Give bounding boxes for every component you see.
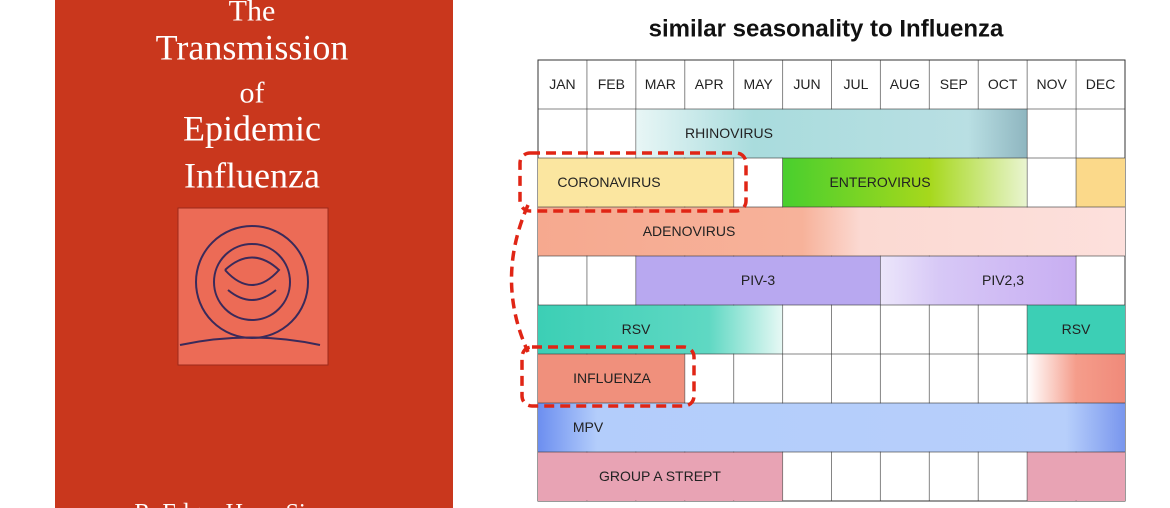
virus-label: RSV bbox=[622, 321, 651, 337]
book-title-line: Transmission bbox=[156, 28, 349, 68]
virus-label: ADENOVIRUS bbox=[643, 223, 736, 239]
month-header: APR bbox=[695, 76, 724, 92]
season-bar bbox=[538, 207, 1125, 256]
month-header: NOV bbox=[1036, 76, 1067, 92]
month-header: MAR bbox=[645, 76, 676, 92]
virus-label: MPV bbox=[573, 419, 604, 435]
season-bar bbox=[538, 354, 685, 403]
slide-title: similar seasonality to Influenza bbox=[649, 15, 1004, 42]
virus-label: RSV bbox=[1062, 321, 1091, 337]
month-header: DEC bbox=[1086, 76, 1116, 92]
virus-label: ENTEROVIRUS bbox=[829, 174, 930, 190]
month-header: JUL bbox=[844, 76, 869, 92]
month-header: JUN bbox=[793, 76, 820, 92]
virus-label: CORONAVIRUS bbox=[557, 174, 660, 190]
season-bar bbox=[880, 256, 1076, 305]
month-header: AUG bbox=[890, 76, 920, 92]
month-header: JAN bbox=[549, 76, 575, 92]
virus-label: GROUP A STREPT bbox=[599, 468, 721, 484]
virus-drawing bbox=[179, 225, 321, 346]
season-bar bbox=[1076, 158, 1125, 207]
season-bar bbox=[636, 256, 880, 305]
book-title-line: The bbox=[229, 0, 276, 28]
season-bar bbox=[1027, 305, 1125, 354]
highlight-box bbox=[520, 345, 696, 408]
virus-label: INFLUENZA bbox=[573, 370, 651, 386]
highlight-connector bbox=[509, 204, 530, 353]
month-header: SEP bbox=[940, 76, 968, 92]
virus-label: PIV2,3 bbox=[982, 272, 1024, 288]
book-title-line: Influenza bbox=[184, 156, 320, 196]
book-title-line: Epidemic bbox=[183, 109, 321, 149]
season-bar bbox=[1027, 354, 1125, 403]
season-bar bbox=[783, 158, 1027, 207]
virus-label: PIV-3 bbox=[741, 272, 775, 288]
month-header: MAY bbox=[743, 76, 773, 92]
book-title-line: of bbox=[240, 77, 265, 110]
season-bar bbox=[636, 109, 1027, 158]
highlight-box bbox=[518, 151, 748, 213]
season-bar bbox=[538, 158, 734, 207]
virus-label: RHINOVIRUS bbox=[685, 125, 773, 141]
season-bar bbox=[538, 403, 1125, 452]
month-header: OCT bbox=[988, 76, 1018, 92]
season-bar bbox=[538, 452, 783, 501]
season-bar bbox=[1027, 452, 1125, 501]
book-author: R. Edgar Hope-Simpson bbox=[134, 500, 369, 508]
month-header: FEB bbox=[598, 76, 625, 92]
